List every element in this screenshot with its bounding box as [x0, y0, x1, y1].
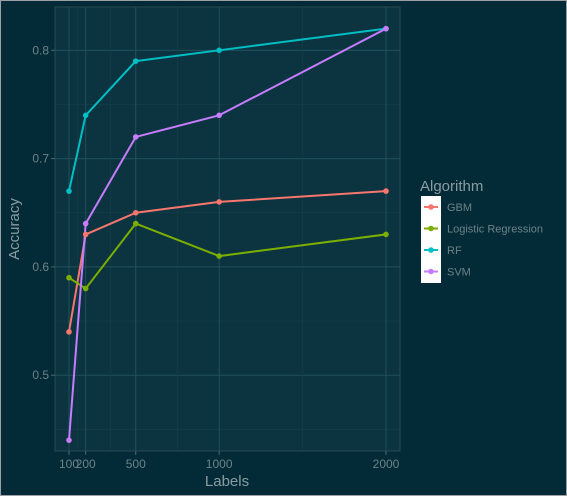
- legend-items: GBM Logistic Regression RF SVM: [424, 202, 543, 279]
- legend-title: Algorithm: [420, 178, 483, 195]
- data-point: [82, 285, 89, 292]
- plot-panel: [54, 6, 401, 452]
- grid-lines: [55, 7, 400, 451]
- data-point: [66, 329, 72, 335]
- data-point: [383, 188, 389, 194]
- data-point: [132, 134, 139, 140]
- data-point: [216, 47, 222, 54]
- data-point: [66, 274, 72, 281]
- data-point: [132, 209, 139, 216]
- data-point: [383, 25, 389, 32]
- x-tick-label: 100: [59, 457, 79, 471]
- data-point: [82, 231, 89, 238]
- y-tick-label: 0.6: [32, 260, 49, 274]
- data-point: [216, 112, 222, 119]
- legend-label: SVM: [447, 267, 471, 279]
- legend-key-point: [428, 247, 434, 253]
- x-tick-label: 500: [126, 457, 146, 471]
- data-point: [383, 231, 389, 238]
- data-point: [82, 112, 89, 119]
- y-axis-title: Accuracy: [6, 198, 23, 260]
- x-tick-label: 2000: [373, 457, 400, 471]
- legend-label: Logistic Regression: [447, 224, 543, 236]
- legend: Algorithm GBM Logistic Regression RF SVM: [420, 178, 543, 283]
- data-point: [132, 220, 139, 227]
- data-point: [66, 188, 72, 194]
- y-tick-label: 0.8: [32, 43, 49, 57]
- legend-key-box: [421, 196, 441, 283]
- data-point: [66, 437, 72, 443]
- y-axis: 0.5 0.6 0.7 0.8: [32, 43, 55, 382]
- legend-key-point: [428, 225, 434, 232]
- legend-label: GBM: [447, 202, 472, 214]
- data-point: [216, 253, 222, 259]
- series-points: [66, 25, 389, 443]
- legend-label: RF: [447, 245, 462, 257]
- legend-key-point: [428, 268, 434, 275]
- legend-key-point: [428, 204, 434, 210]
- data-point: [82, 220, 89, 227]
- y-tick-label: 0.5: [32, 368, 49, 382]
- y-tick-label: 0.7: [32, 152, 49, 166]
- data-point: [132, 58, 139, 64]
- x-axis-title: Labels: [205, 473, 249, 490]
- x-tick-label: 200: [76, 457, 96, 471]
- x-tick-label: 1000: [206, 457, 233, 471]
- data-point: [216, 199, 222, 205]
